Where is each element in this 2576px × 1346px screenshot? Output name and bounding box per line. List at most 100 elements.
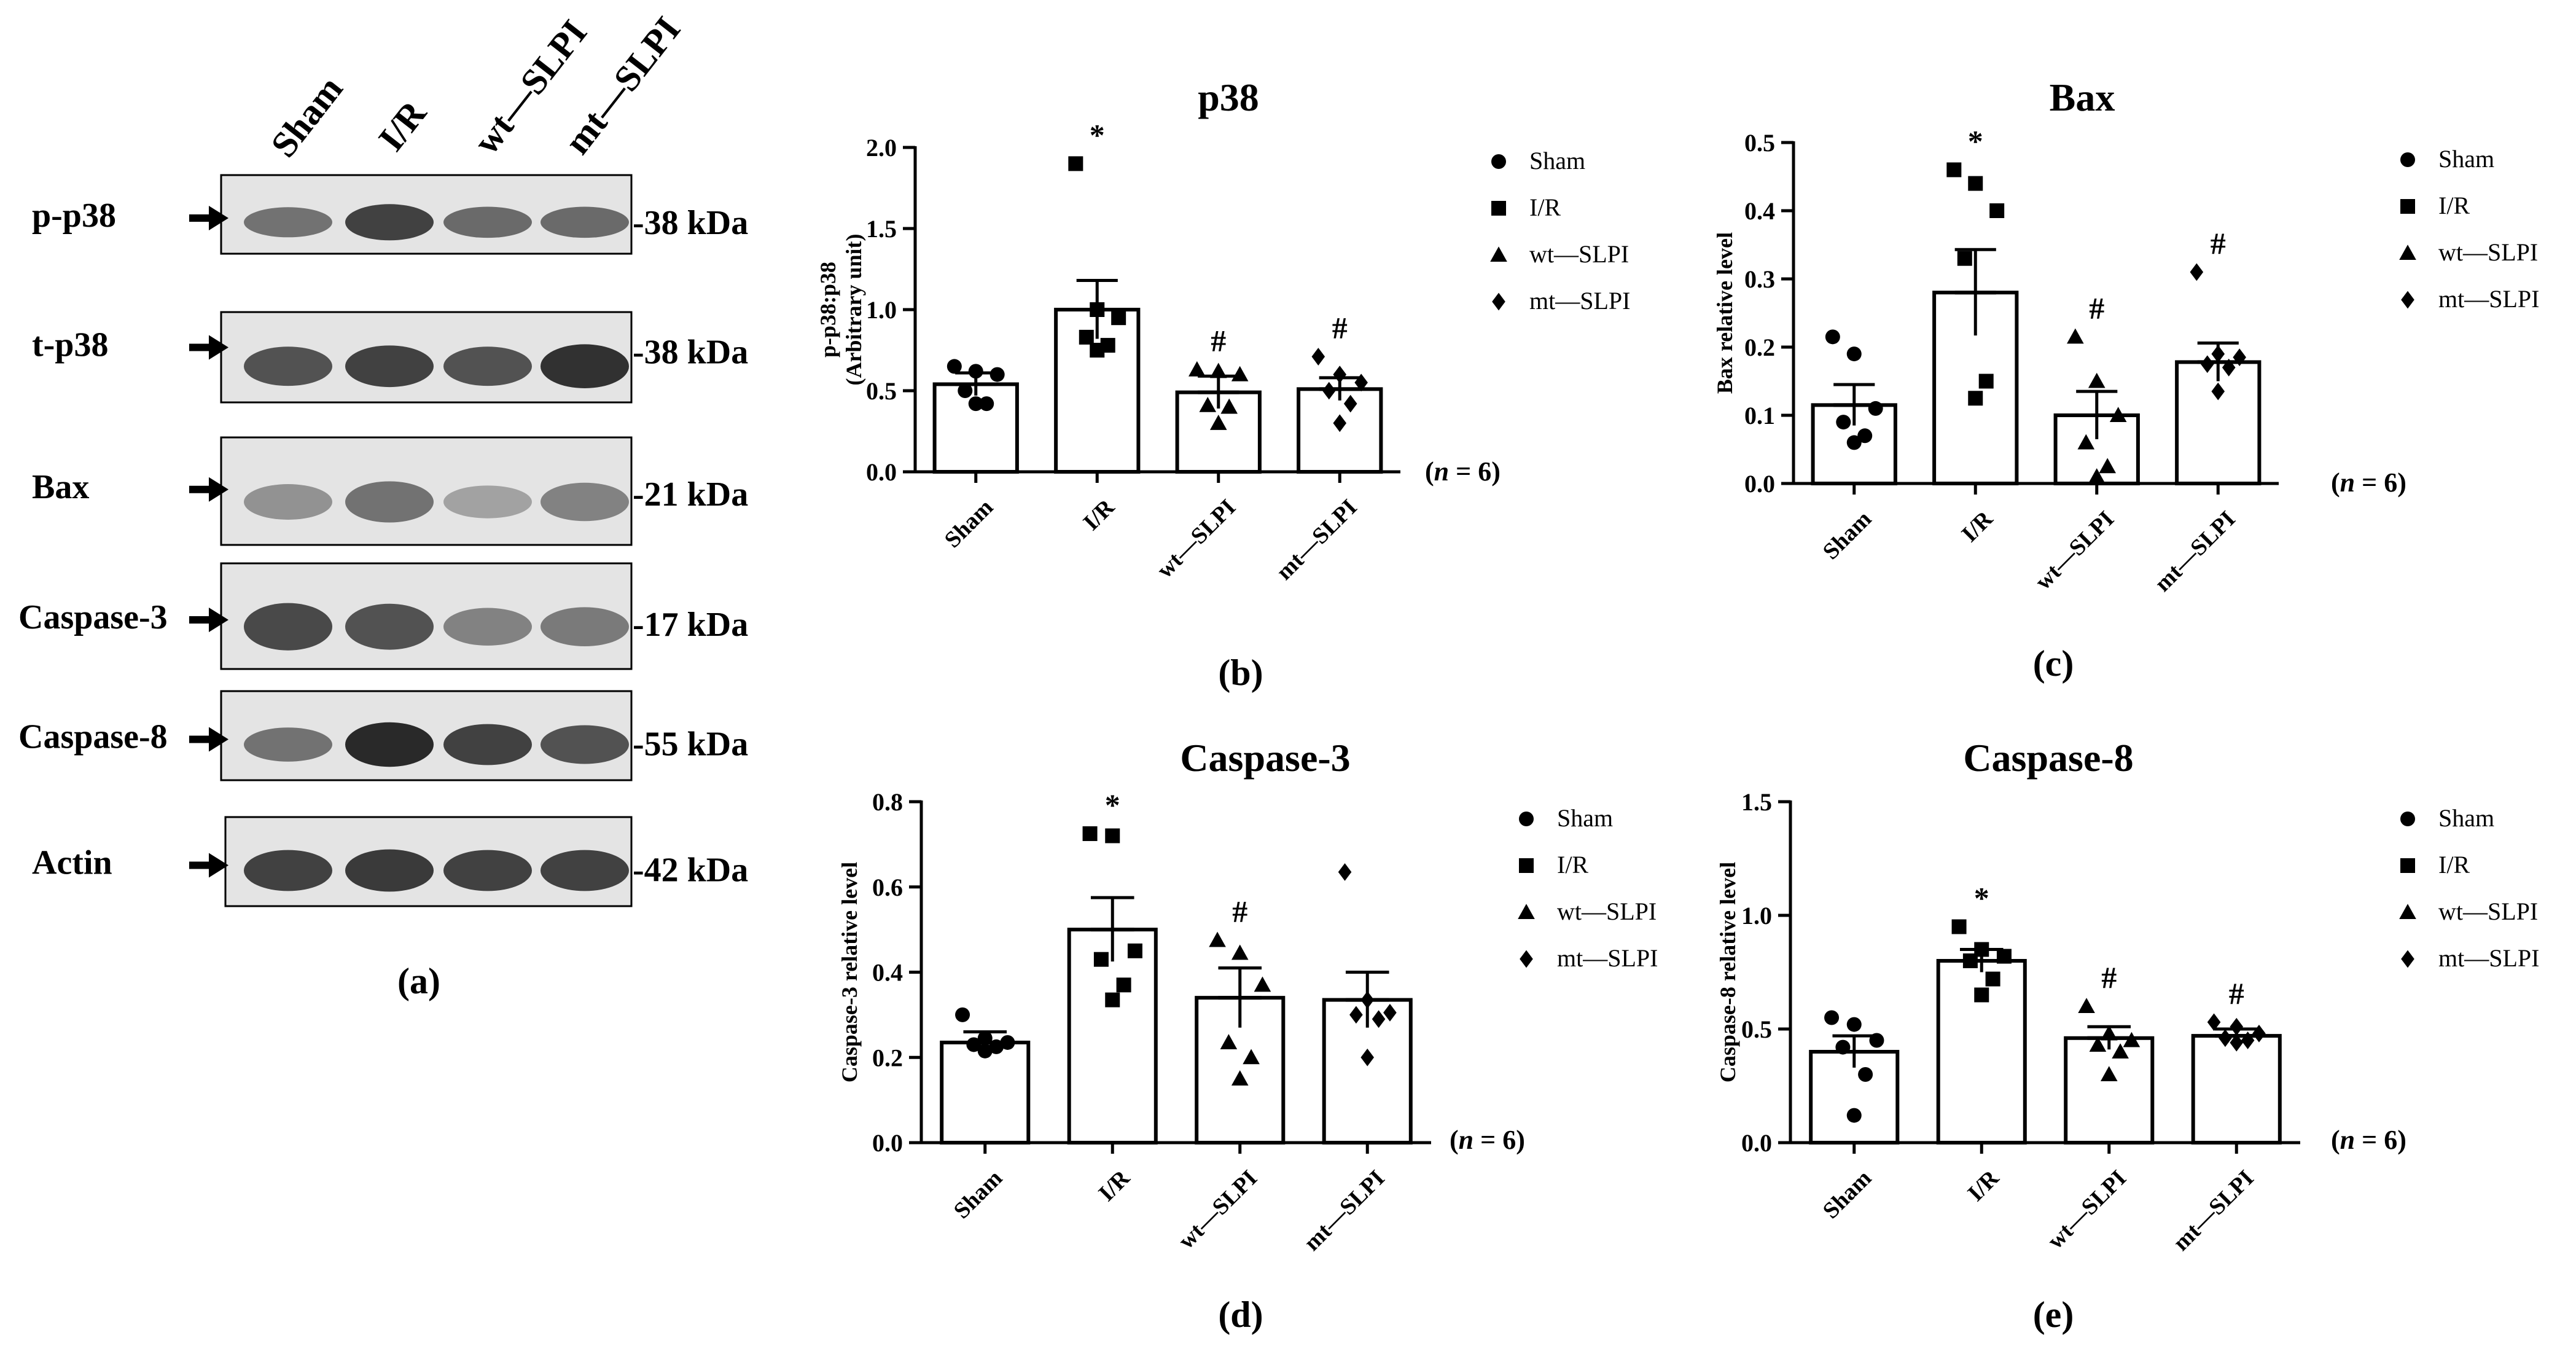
data-point-wt-slpi	[1188, 361, 1206, 377]
y-tick-label: 1.0	[866, 296, 897, 324]
y-tick-label: 0.5	[1741, 1015, 1772, 1043]
y-axis-label: Bax relative level	[1712, 232, 1737, 394]
blot-band	[244, 484, 332, 520]
y-tick-label: 0.0	[1744, 470, 1775, 498]
data-point-mt-slpi	[2219, 1029, 2232, 1047]
y-tick-label: 0.5	[1744, 129, 1775, 157]
data-point-mt-slpi	[1311, 348, 1325, 366]
y-tick-label: 0.0	[872, 1129, 903, 1157]
data-point-wt-slpi	[1209, 415, 1227, 430]
blot-row-label: Caspase-3	[18, 598, 168, 636]
y-tick-label: 1.0	[1741, 902, 1772, 929]
significance-mark: *	[1090, 117, 1105, 152]
bar-wt-slpi	[2064, 1036, 2155, 1145]
data-point-wt-slpi	[1209, 931, 1226, 947]
data-point-wt-slpi	[2100, 1066, 2118, 1082]
lane-label-i-r: I/R	[370, 93, 434, 158]
data-point-i-r	[1985, 971, 2000, 987]
blot-row-label: Bax	[32, 468, 89, 506]
x-tick-label-wt-slpi: wt—SLPI	[1173, 1165, 1262, 1254]
arrow-icon	[209, 608, 228, 632]
blot-band	[443, 850, 532, 891]
data-point-sham	[1869, 1033, 1884, 1048]
n-label: (n = 6)	[2331, 1125, 2406, 1155]
legend-label-wt-slpi: wt—SLPI	[1529, 240, 1629, 268]
data-point-wt-slpi	[1220, 398, 1238, 414]
panel-label-a: (a)	[397, 961, 440, 1001]
data-point-mt-slpi	[1354, 374, 1368, 392]
data-point-sham	[1836, 415, 1851, 430]
data-point-mt-slpi	[1343, 394, 1357, 413]
y-tick-label: 0.5	[866, 377, 897, 405]
legend-label-i-r: I/R	[2438, 851, 2470, 878]
legend-marker-sham	[1491, 154, 1506, 169]
legend-label-mt-slpi: mt—SLPI	[2438, 944, 2539, 972]
arrow-icon	[209, 853, 228, 878]
legend-label-wt-slpi: wt—SLPI	[2438, 238, 2538, 266]
blot-band	[244, 850, 332, 891]
n-label: (n = 6)	[1450, 1125, 1525, 1155]
data-point-sham	[1835, 1039, 1851, 1055]
legend-label-wt-slpi: wt—SLPI	[1557, 898, 1657, 925]
chart-p38: p38 p-p38:p38 (Arbitrary unit) 0.0 0.5 1.0 1.5…	[816, 76, 1630, 693]
significance-mark: *	[1968, 123, 1983, 158]
legend-label-mt-slpi: mt—SLPI	[1557, 944, 1658, 972]
data-point-sham	[1825, 329, 1840, 345]
data-point-mt-slpi	[2211, 345, 2225, 363]
blot-band	[345, 849, 434, 892]
y-tick-label: 0.2	[1744, 334, 1775, 361]
data-point-mt-slpi	[1372, 1010, 1386, 1028]
x-tick-label-i-r: I/R	[1957, 506, 1998, 547]
chart-title: Caspase-3	[1180, 736, 1350, 780]
data-point-sham	[1000, 1035, 1015, 1050]
bar-mt-slpi	[2175, 360, 2262, 485]
chart-title: Bax	[2050, 76, 2115, 119]
blot-band	[541, 725, 629, 764]
legend-label-sham: Sham	[2438, 804, 2494, 832]
kda-label: -21 kDa	[633, 475, 748, 514]
legend-label-sham: Sham	[2438, 145, 2494, 173]
data-point-i-r	[1111, 310, 1126, 326]
significance-mark: *	[1974, 881, 1989, 915]
data-point-sham	[1846, 1017, 1862, 1032]
blot-band	[244, 207, 332, 238]
y-tick-label: 0.0	[1741, 1129, 1772, 1157]
n-label-value: = 6)	[2355, 1125, 2406, 1155]
significance-mark: #	[2101, 960, 2117, 995]
data-point-mt-slpi	[2252, 1025, 2266, 1043]
y-axis-label: p-p38:p38	[816, 262, 840, 358]
data-point-sham	[966, 1037, 982, 1052]
x-tick-label-sham: Sham	[949, 1165, 1007, 1224]
blot-band	[541, 607, 629, 647]
data-point-sham	[977, 1043, 993, 1058]
blot-band	[541, 850, 629, 891]
data-point-sham	[968, 364, 983, 379]
x-tick-label-wt-slpi: wt—SLPI	[1152, 495, 1241, 584]
legend-marker-mt-slpi	[2401, 950, 2414, 968]
significance-mark: #	[1332, 311, 1348, 345]
x-tick-label-wt-slpi: wt—SLPI	[2042, 1165, 2131, 1254]
data-point-i-r	[1079, 329, 1094, 345]
data-point-sham	[1846, 346, 1862, 362]
y-axis-label: Caspase-3 relative level	[837, 862, 862, 1082]
blot-band	[244, 603, 332, 651]
data-point-i-r	[1957, 251, 1972, 266]
significance-mark: #	[2089, 291, 2104, 325]
arrow-icon	[209, 206, 228, 230]
blot-band	[443, 206, 532, 238]
blot-row-label: Actin	[32, 844, 112, 882]
kda-label: -38 kDa	[633, 204, 748, 242]
legend-label-i-r: I/R	[2438, 192, 2470, 219]
n-label-value: = 6)	[2355, 468, 2406, 498]
legend-marker-sham	[2400, 812, 2415, 826]
arrow-icon	[209, 727, 228, 752]
n-label-prefix: (	[2331, 468, 2340, 498]
blot-row-label: t-p38	[32, 326, 108, 364]
data-point-mt-slpi	[2200, 355, 2214, 374]
legend-label-i-r: I/R	[1529, 194, 1561, 221]
data-point-i-r	[1951, 919, 1967, 934]
x-tick-label-i-r: I/R	[1963, 1165, 2004, 1206]
n-label-prefix: (	[1450, 1125, 1459, 1155]
